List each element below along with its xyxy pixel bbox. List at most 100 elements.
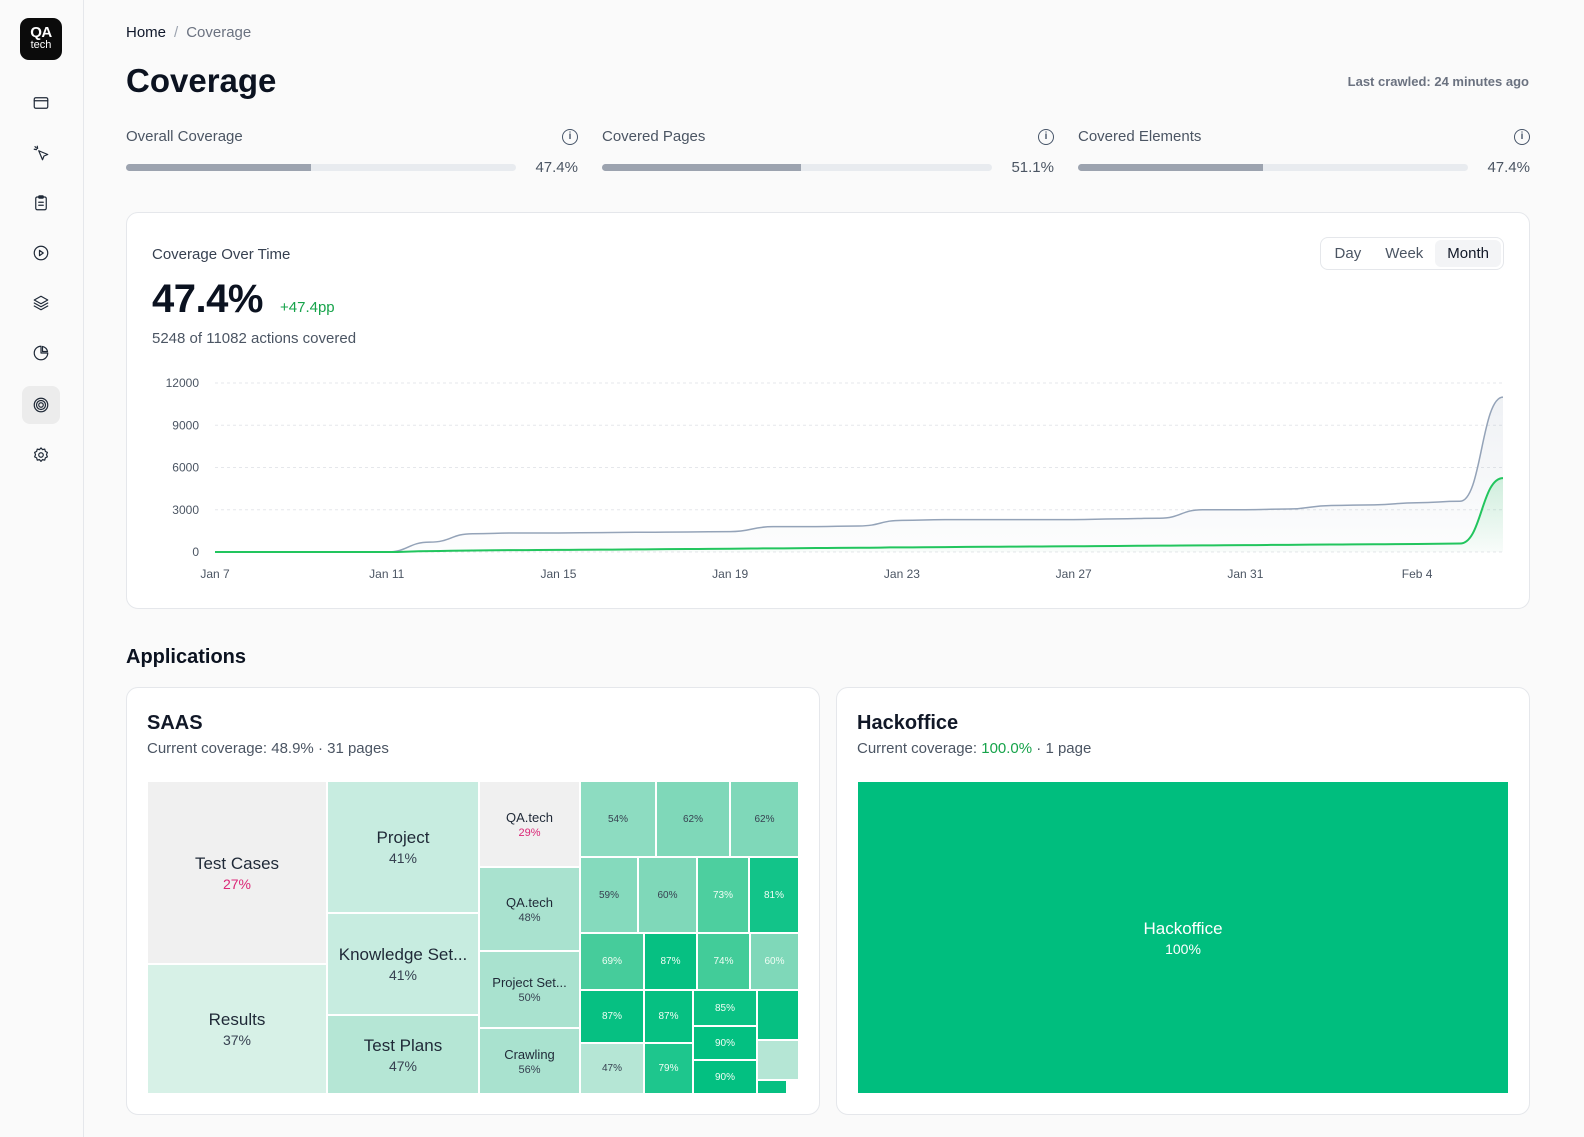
coverage-delta: +47.4pp [280,299,335,316]
treemap-tile[interactable]: Crawling 56% [479,1028,580,1094]
nav-item-test-cases[interactable] [22,184,60,222]
y-tick-label: 9000 [172,418,199,432]
nav-item-settings[interactable] [22,436,60,474]
app-card-hackoffice[interactable]: Hackoffice Current coverage: 100.0% · 1 … [836,687,1530,1115]
app-coverage-summary: Current coverage: 48.9% · 31 pages [147,740,389,757]
range-day-button[interactable]: Day [1334,245,1362,262]
nav-item-runs[interactable] [22,234,60,272]
treemap-tile[interactable]: 90% [693,1026,757,1060]
qa-tech-logo[interactable]: QA tech [20,18,62,60]
coverage-value: 48.9% [271,740,314,757]
pie-chart-icon [33,345,49,361]
page-count: · 31 pages [317,740,389,757]
nav-item-coverage[interactable] [22,386,60,424]
treemap-tile[interactable]: 79% [644,1043,693,1094]
treemap-tile[interactable]: 74% [697,933,750,990]
tile-percent: 81% [763,889,784,901]
clipboard-list-icon [35,195,47,211]
tile-percent: 87% [660,956,681,967]
tile-name: Test Plans [363,1035,443,1055]
treemap-tile[interactable]: Test Cases 27% [147,781,327,964]
treemap-tile[interactable]: 69% [580,933,644,990]
coverage-label: Current coverage: [857,740,978,757]
tile-name: Test Cases [194,853,280,873]
treemap-tile[interactable]: 47% [580,1043,644,1094]
treemap-tile[interactable]: 54% [580,781,656,857]
info-icon[interactable]: i [1038,129,1054,145]
x-tick-label: Jan 31 [1227,567,1263,581]
app-card-saas[interactable]: SAAS Current coverage: 48.9% · 31 pages … [126,687,820,1115]
info-icon[interactable]: i [562,129,578,145]
logo-text-bottom: tech [30,39,52,51]
nav-item-layers[interactable] [22,284,60,322]
treemap-tile[interactable]: 81% [749,857,799,933]
x-tick-label: Jan 19 [712,567,748,581]
breadcrumb-home[interactable]: Home [126,24,167,41]
treemap-tile[interactable]: Test Plans 47% [327,1015,479,1094]
chart-card-label: Coverage Over Time [152,246,291,263]
nav-item-browser[interactable] [22,84,60,122]
info-icon[interactable]: i [1514,129,1530,145]
metric-label: Overall Coverage [126,128,243,145]
page-title: Coverage [126,62,277,99]
tile-percent: 79% [658,1063,679,1074]
treemap-tile[interactable]: 90% [693,1060,757,1094]
breadcrumb-current: Coverage [186,24,252,41]
tile-name: QA.tech [506,809,553,825]
treemap-tile[interactable]: 60% [750,933,799,990]
app-name: Hackoffice [857,712,959,734]
treemap-tile[interactable]: 59% [580,857,638,933]
treemap-tile[interactable]: Hackoffice 100% [857,781,1509,1094]
tile-percent: 74% [713,956,734,967]
tile-name: Hackoffice [1143,918,1223,938]
y-tick-label: 0 [192,545,199,559]
metric-overall-coverage: Overall Coverage i 47.4% [126,128,578,178]
treemap-tile[interactable] [757,990,799,1040]
nav-item-analytics[interactable] [22,334,60,372]
nav-item-interactions[interactable] [22,134,60,172]
coverage-label: Current coverage: [147,740,268,757]
tile-name: Crawling [504,1046,555,1062]
treemap-tile[interactable]: 87% [644,933,697,990]
progress-track [126,164,516,171]
last-crawled-text: Last crawled: 24 minutes ago [1347,74,1529,89]
treemap-tile[interactable]: 87% [644,990,693,1043]
treemap-tile[interactable] [757,1080,787,1094]
tile-name: Knowledge Set... [338,945,468,964]
treemap-tile[interactable] [757,1040,799,1080]
treemap-tile[interactable]: 85% [693,990,757,1026]
progress-fill [1078,164,1263,171]
progress-fill [126,164,311,171]
page-count: · 1 page [1036,740,1092,757]
treemap-tile[interactable]: Project 41% [327,781,479,913]
series-line-1 [214,477,1504,553]
time-range-selector: Day Week Month [1319,237,1504,270]
tile-percent: 27% [222,875,252,892]
treemap-tile[interactable]: Results 37% [147,964,327,1094]
progress-track [1078,164,1468,171]
treemap-tile[interactable]: 73% [697,857,749,933]
treemap-tile[interactable]: 60% [638,857,697,933]
tile-percent: 47% [388,1057,418,1074]
range-week-button[interactable]: Week [1385,245,1424,262]
tile-percent: 85% [714,1002,735,1014]
tile-percent: 69% [601,956,622,967]
treemap-tile[interactable]: Knowledge Set... 41% [327,913,479,1015]
tile-percent: 87% [601,1011,622,1022]
treemap-tile[interactable]: Project Set... 50% [479,951,580,1028]
treemap-tile[interactable]: QA.tech 48% [479,867,580,951]
tile-percent: 47% [601,1063,622,1074]
tile-percent: 50% [518,992,541,1004]
treemap-tile[interactable]: 87% [580,990,644,1043]
coverage-over-time-card: Coverage Over Time 47.4% +47.4pp 5248 of… [126,212,1530,609]
treemap-tile[interactable]: 62% [730,781,799,857]
tile-percent: 90% [714,1071,735,1083]
coverage-value: 47.4% [152,277,263,321]
treemap-tile[interactable]: 62% [656,781,730,857]
tile-percent: 37% [222,1032,252,1048]
breadcrumb-separator: / [174,24,179,41]
treemap-tile[interactable]: QA.tech 29% [479,781,580,867]
range-month-button[interactable]: Month [1435,240,1501,267]
x-tick-label: Jan 11 [369,567,404,581]
metric-value: 47.4% [1487,159,1530,176]
